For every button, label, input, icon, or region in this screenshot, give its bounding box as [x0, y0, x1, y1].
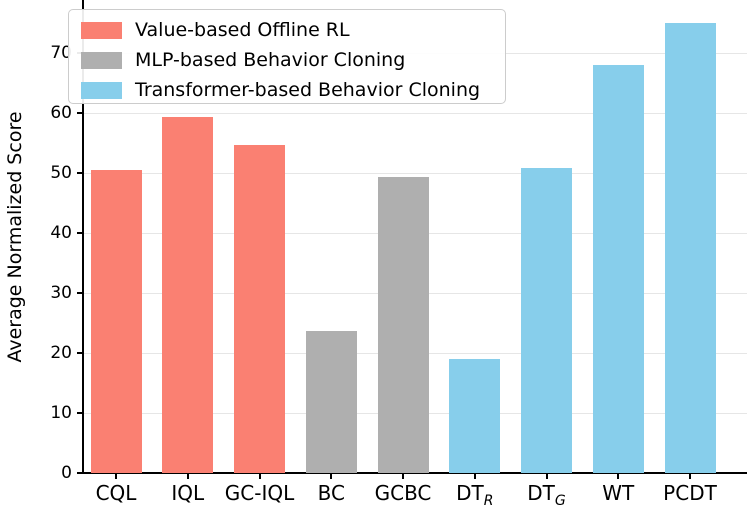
legend-item-mlp-bc: MLP-based Behavior Cloning	[81, 47, 505, 74]
legend-box: Value-based Offline RL MLP-based Behavio…	[68, 9, 506, 104]
y-tick-mark-30	[77, 292, 82, 294]
legend-swatch-value-rl	[81, 22, 122, 39]
x-tick-label-gc-iql: GC-IQL	[224, 481, 295, 505]
y-tick-mark-10	[77, 412, 82, 414]
bar-dt-g	[521, 168, 572, 473]
bar-gc-iql	[234, 145, 285, 473]
y-tick-label-30: 30	[50, 283, 72, 303]
x-tick-label-gcbc: GCBC	[374, 481, 432, 505]
legend-swatch-mlp-bc	[81, 52, 122, 69]
x-tick-mark-dt-r	[473, 474, 476, 479]
x-tick-label-iql: IQL	[171, 481, 205, 505]
x-tick-mark-cql	[115, 474, 117, 479]
x-tick-label-cql: CQL	[95, 481, 137, 505]
legend-label: Value-based Offline RL	[135, 19, 350, 41]
bar-dt-r	[449, 359, 501, 473]
legend-label: Transformer-based Behavior Cloning	[135, 79, 481, 101]
x-tick-mark-dt-g	[545, 474, 548, 479]
x-tick-mark-wt	[617, 474, 620, 479]
x-tick-label-subscript: G	[554, 493, 566, 506]
bar-bc	[305, 330, 357, 473]
bar-pcdt	[664, 23, 716, 473]
legend-swatch-transformer-bc	[81, 82, 122, 99]
bar-cql	[90, 170, 142, 473]
y-tick-mark-0	[77, 472, 82, 474]
x-tick-label-subscript: R	[483, 493, 494, 506]
x-axis-spine	[82, 472, 747, 474]
x-tick-label-dt-g: DTG	[527, 481, 566, 506]
y-axis-spine	[82, 0, 84, 474]
y-tick-label-70: 70	[50, 43, 72, 63]
bar-wt	[592, 65, 644, 473]
x-tick-mark-iql	[186, 474, 189, 479]
x-tick-label-wt: WT	[602, 481, 635, 505]
x-tick-mark-bc	[330, 474, 333, 479]
y-tick-label-40: 40	[50, 223, 72, 243]
legend-item-transformer-bc: Transformer-based Behavior Cloning	[81, 77, 505, 104]
y-tick-label-0: 0	[61, 463, 72, 483]
y-tick-label-10: 10	[50, 403, 72, 423]
y-tick-mark-40	[77, 232, 82, 234]
x-tick-label-pcdt: PCDT	[663, 481, 717, 505]
y-tick-label-20: 20	[50, 343, 72, 363]
gridline-y-60	[84, 112, 747, 114]
x-tick-mark-gc-iql	[258, 474, 261, 479]
y-tick-label-50: 50	[50, 163, 72, 183]
x-tick-mark-pcdt	[689, 474, 691, 479]
x-tick-label-bc: BC	[317, 481, 345, 505]
y-tick-mark-50	[77, 172, 82, 174]
y-tick-mark-60	[77, 112, 82, 114]
x-tick-mark-gcbc	[402, 474, 404, 479]
y-tick-mark-20	[77, 352, 82, 354]
gridline-y-50	[84, 172, 747, 174]
bar-iql	[162, 116, 214, 473]
legend-item-value-rl: Value-based Offline RL	[81, 17, 505, 44]
y-tick-label-60: 60	[50, 103, 72, 123]
x-tick-label-dt-r: DTR	[456, 481, 494, 506]
legend-label: MLP-based Behavior Cloning	[135, 49, 406, 71]
bar-gcbc	[377, 177, 429, 473]
